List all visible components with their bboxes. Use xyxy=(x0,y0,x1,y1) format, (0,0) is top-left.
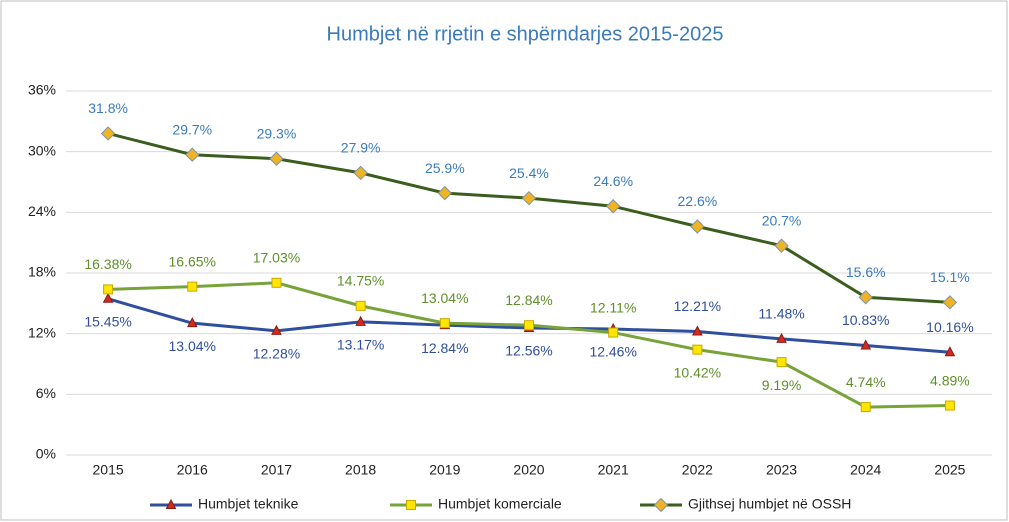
x-tick-label: 2016 xyxy=(177,462,208,478)
y-tick-label: 36% xyxy=(28,82,56,98)
data-label: 12.46% xyxy=(589,344,636,360)
marker xyxy=(353,165,368,181)
x-tick-label: 2018 xyxy=(345,462,376,478)
y-tick-label: 24% xyxy=(28,203,56,219)
marker xyxy=(608,327,619,338)
data-label: 13.04% xyxy=(169,338,216,354)
marker xyxy=(774,238,789,253)
legend-marker xyxy=(165,498,177,509)
marker xyxy=(692,325,703,336)
chart-title: Humbjet në rrjetin e shpërndarjes 2015-2… xyxy=(327,23,724,45)
x-tick-label: 2024 xyxy=(850,462,881,478)
data-label: 11.48% xyxy=(758,306,804,322)
data-label: 24.6% xyxy=(593,173,633,189)
data-label: 22.6% xyxy=(678,193,718,209)
marker xyxy=(605,199,621,214)
data-label: 29.7% xyxy=(172,121,212,137)
x-tick-label: 2019 xyxy=(429,462,460,478)
legend-label: Humbjet teknike xyxy=(198,496,299,512)
marker xyxy=(944,400,955,411)
marker xyxy=(271,324,282,335)
data-label: 16.65% xyxy=(169,253,216,269)
marker xyxy=(776,357,787,368)
y-tick-label: 0% xyxy=(36,446,56,462)
marker xyxy=(269,151,284,166)
marker xyxy=(776,332,787,343)
data-label: 12.56% xyxy=(505,343,552,359)
legend-label: Humbjet komerciale xyxy=(438,496,562,512)
marker xyxy=(942,295,958,310)
marker xyxy=(521,190,537,206)
marker xyxy=(271,277,282,288)
data-label: 17.03% xyxy=(253,250,300,266)
marker xyxy=(355,300,366,311)
legend-marker xyxy=(653,497,669,513)
marker xyxy=(187,281,198,292)
data-label: 12.84% xyxy=(421,340,468,356)
x-tick-label: 2025 xyxy=(934,462,965,478)
data-label: 10.42% xyxy=(674,364,721,380)
data-label: 13.17% xyxy=(337,337,384,353)
data-label: 27.9% xyxy=(341,140,381,156)
marker xyxy=(185,147,200,162)
marker xyxy=(690,219,705,234)
data-label: 16.38% xyxy=(84,256,131,272)
marker xyxy=(860,402,871,413)
marker xyxy=(439,318,450,329)
data-label: 15.45% xyxy=(84,313,131,329)
data-label: 4.74% xyxy=(846,374,886,390)
marker xyxy=(355,315,366,326)
data-label: 10.16% xyxy=(926,319,973,335)
marker xyxy=(186,317,198,328)
data-label: 12.84% xyxy=(505,292,552,308)
marker xyxy=(100,126,116,141)
data-label: 15.1% xyxy=(930,269,970,285)
data-label: 25.4% xyxy=(509,165,549,181)
data-label: 14.75% xyxy=(337,273,384,289)
y-tick-label: 6% xyxy=(36,385,56,401)
marker xyxy=(102,292,114,303)
data-label: 12.11% xyxy=(590,299,636,315)
data-label: 4.89% xyxy=(930,372,970,388)
marker xyxy=(103,284,114,295)
data-label: 29.3% xyxy=(257,125,297,141)
x-tick-label: 2022 xyxy=(682,462,713,478)
data-label: 12.28% xyxy=(253,346,300,362)
x-tick-label: 2017 xyxy=(261,462,292,478)
legend-marker xyxy=(406,500,416,510)
data-label: 15.6% xyxy=(846,264,886,280)
x-tick-label: 2023 xyxy=(766,462,797,478)
legend-label: Gjithsej humbjet në OSSH xyxy=(688,496,851,512)
marker xyxy=(524,320,534,331)
marker xyxy=(944,346,956,357)
data-label: 25.9% xyxy=(425,160,465,176)
marker xyxy=(437,185,453,201)
marker xyxy=(858,290,873,305)
data-label: 12.21% xyxy=(674,298,721,314)
data-label: 31.8% xyxy=(88,100,128,116)
x-tick-label: 2020 xyxy=(513,462,544,478)
data-label: 20.7% xyxy=(762,212,802,228)
marker xyxy=(692,344,703,355)
data-label: 10.83% xyxy=(842,312,889,328)
x-tick-label: 2021 xyxy=(598,462,629,478)
y-tick-label: 12% xyxy=(28,324,56,340)
data-label: 13.04% xyxy=(421,290,468,306)
y-tick-label: 18% xyxy=(28,264,56,280)
x-tick-label: 2015 xyxy=(93,462,124,478)
data-label: 9.19% xyxy=(762,377,802,393)
y-tick-label: 30% xyxy=(28,142,56,158)
marker xyxy=(860,339,872,350)
